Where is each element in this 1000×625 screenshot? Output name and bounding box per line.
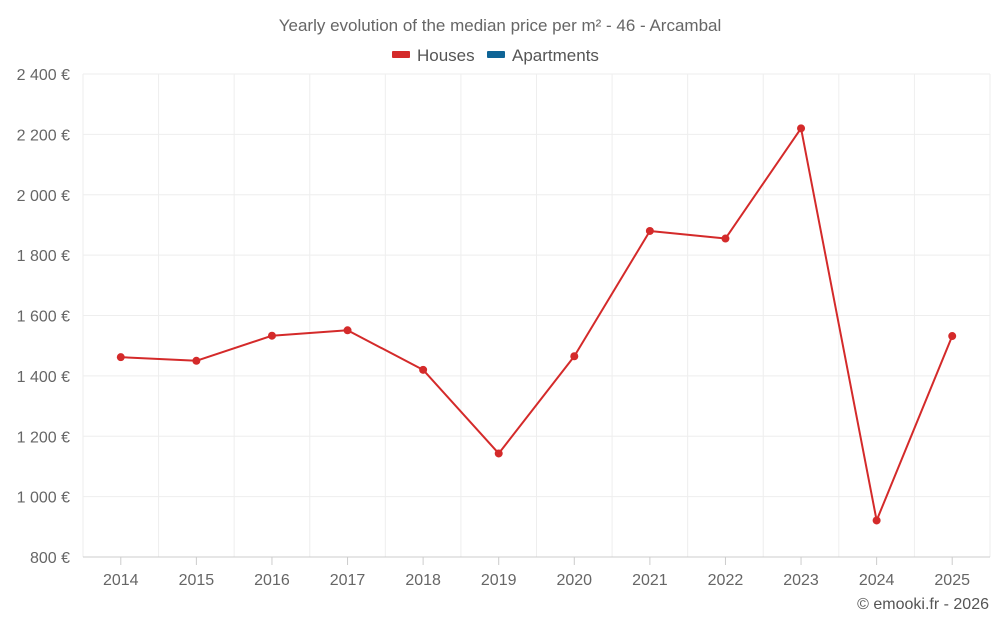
x-tick-label: 2021 bbox=[632, 572, 668, 589]
y-axis-ticks: 800 € 1 000 € 1 200 € 1 400 € 1 600 € 1 800 €… bbox=[17, 67, 70, 567]
x-tick-label: 2017 bbox=[330, 572, 366, 589]
y-tick-label: 1 200 € bbox=[17, 429, 70, 446]
y-tick-label: 1 000 € bbox=[17, 490, 70, 507]
data-point-houses bbox=[267, 331, 276, 340]
credit: © emooki.fr - 2026 bbox=[857, 596, 989, 613]
data-point-houses bbox=[192, 356, 201, 365]
y-tick-label: 800 € bbox=[30, 550, 70, 567]
y-tick-label: 2 400 € bbox=[17, 67, 70, 84]
x-tick-label: 2015 bbox=[179, 572, 215, 589]
data-point-houses bbox=[419, 365, 428, 374]
data-point-houses bbox=[494, 449, 503, 458]
x-tick-label: 2023 bbox=[783, 572, 819, 589]
chart-title: Yearly evolution of the median price per… bbox=[279, 16, 722, 35]
legend: Houses Apartments bbox=[392, 46, 599, 65]
y-tick-label: 1 600 € bbox=[17, 309, 70, 326]
x-tick-label: 2024 bbox=[859, 572, 895, 589]
x-tick-label: 2016 bbox=[254, 572, 290, 589]
y-tick-label: 2 200 € bbox=[17, 127, 70, 144]
series-line-houses bbox=[120, 127, 954, 522]
data-point-houses bbox=[343, 326, 352, 335]
horizontal-gridlines bbox=[83, 73, 990, 498]
data-point-houses bbox=[797, 124, 806, 133]
legend-label-apartments: Apartments bbox=[512, 46, 599, 65]
x-tick-label: 2018 bbox=[405, 572, 441, 589]
x-tick-label: 2019 bbox=[481, 572, 517, 589]
data-point-houses bbox=[872, 516, 881, 525]
legend-label-houses: Houses bbox=[417, 46, 475, 65]
data-point-houses bbox=[570, 352, 579, 361]
data-point-houses bbox=[948, 332, 957, 341]
x-tick-label: 2022 bbox=[708, 572, 744, 589]
data-point-houses bbox=[116, 353, 125, 362]
x-tick-label: 2025 bbox=[934, 572, 970, 589]
y-tick-label: 1 400 € bbox=[17, 369, 70, 386]
y-tick-label: 1 800 € bbox=[17, 248, 70, 265]
x-tick-label: 2020 bbox=[556, 572, 592, 589]
legend-swatch-houses bbox=[392, 51, 410, 58]
y-tick-label: 2 000 € bbox=[17, 188, 70, 205]
data-point-houses bbox=[645, 226, 654, 235]
legend-swatch-apartments bbox=[487, 51, 505, 58]
x-axis-ticks: 2014 2015 2016 2017 2018 2019 2020 2021 2022 2023… bbox=[103, 557, 970, 589]
x-tick-label: 2014 bbox=[103, 572, 139, 589]
series-layer bbox=[116, 124, 957, 525]
data-point-houses bbox=[721, 234, 730, 243]
